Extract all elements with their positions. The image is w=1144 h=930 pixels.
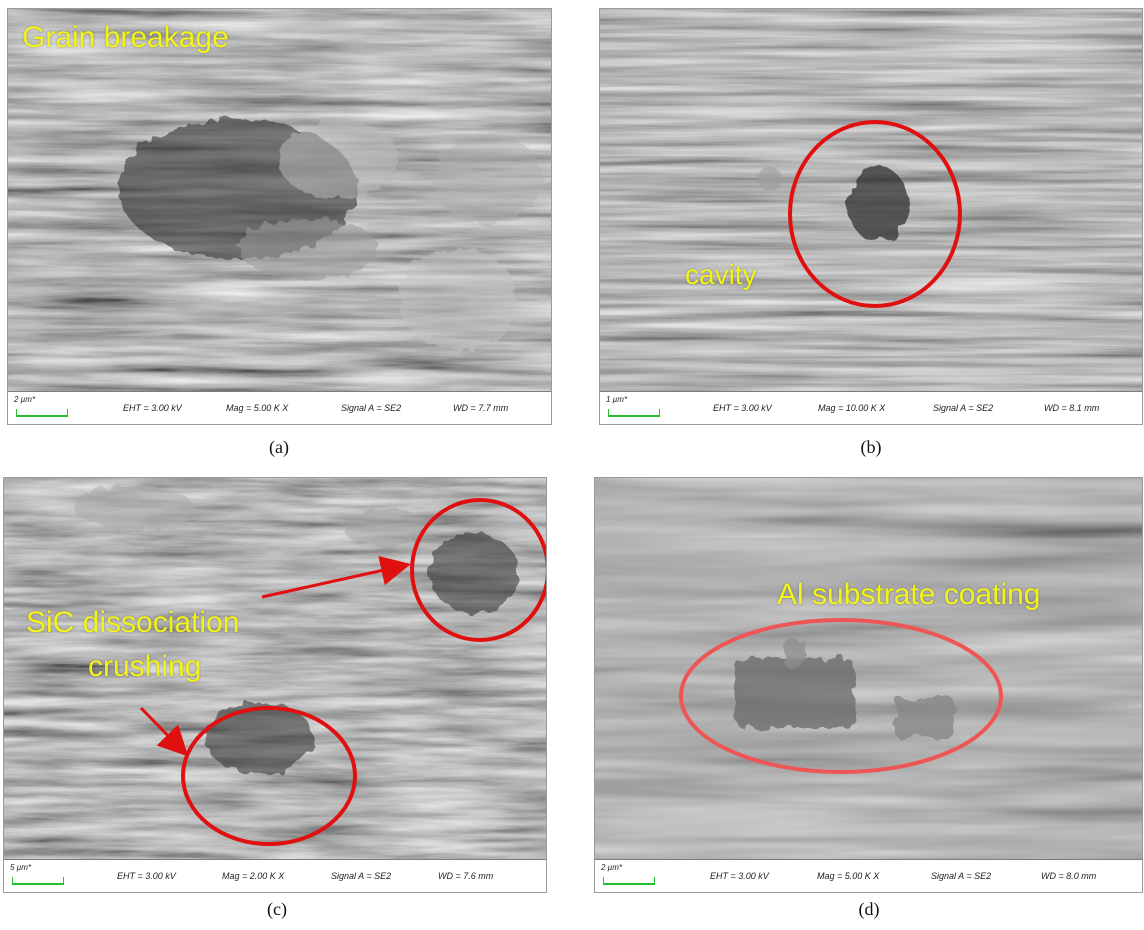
annotation-cavity: cavity: [685, 259, 757, 290]
annotation-grain-breakage: Grain breakage: [22, 21, 229, 54]
scale-label: 5 µm*: [10, 863, 32, 872]
caption-d: (d): [858, 899, 880, 919]
working-distance-value: WD = 7.7 mm: [453, 403, 509, 413]
sem-micrograph-a: Grain breakage 2 µm* EHT = 3.00 kV Mag =…: [7, 8, 552, 425]
scale-bar: [608, 409, 660, 417]
sic-dissociation-ring-upper: [410, 498, 546, 642]
sem-info-bar-c: 5 µm* EHT = 3.00 kV Mag = 2.00 K X Signa…: [4, 859, 546, 892]
eht-value: EHT = 3.00 kV: [123, 403, 182, 413]
signal-value: Signal A = SE2: [931, 871, 992, 881]
annotation-al-substrate-coating: Al substrate coating: [777, 578, 1041, 611]
sem-micrograph-c: SiC dissociation crushing 5 µm* EHT = 3.…: [3, 477, 547, 893]
panel-b: cavity 1 µm* EHT = 3.00 kV Mag = 10.00 K…: [599, 8, 1143, 457]
caption-b: (b): [860, 437, 882, 457]
scale-label: 2 µm*: [601, 863, 623, 872]
caption-c: (c): [267, 899, 287, 919]
signal-value: Signal A = SE2: [933, 403, 994, 413]
panel-d: Al substrate coating 2 µm* EHT = 3.00 kV…: [594, 477, 1143, 919]
sem-micrograph-b: cavity 1 µm* EHT = 3.00 kV Mag = 10.00 K…: [599, 8, 1143, 425]
sic-dissociation-ring-lower: [181, 706, 357, 846]
sem-micrograph-d: Al substrate coating 2 µm* EHT = 3.00 kV…: [594, 477, 1143, 893]
signal-value: Signal A = SE2: [341, 403, 402, 413]
magnification-value: Mag = 5.00 K X: [226, 403, 289, 413]
eht-value: EHT = 3.00 kV: [713, 403, 772, 413]
working-distance-value: WD = 7.6 mm: [438, 871, 494, 881]
scale-label: 1 µm*: [606, 395, 628, 404]
scale-bar: [12, 877, 64, 885]
panel-a: Grain breakage 2 µm* EHT = 3.00 kV Mag =…: [7, 8, 552, 457]
al-coating-deposit: [735, 638, 955, 738]
caption-a: (a): [269, 437, 289, 457]
working-distance-value: WD = 8.1 mm: [1044, 403, 1100, 413]
sem-info-bar-d: 2 µm* EHT = 3.00 kV Mag = 5.00 K X Signa…: [595, 859, 1142, 892]
signal-value: Signal A = SE2: [331, 871, 392, 881]
sem-image-b: [600, 9, 1142, 394]
scale-label: 2 µm*: [14, 395, 36, 404]
magnification-value: Mag = 10.00 K X: [818, 403, 886, 413]
eht-value: EHT = 3.00 kV: [117, 871, 176, 881]
sem-image-c: [4, 478, 546, 862]
scale-bar: [603, 877, 655, 885]
arrow-to-lower-ring: [139, 706, 189, 757]
al-coating-ring: [679, 618, 1003, 774]
cavity-highlight-ring: [788, 120, 962, 308]
sem-info-bar-a: 2 µm* EHT = 3.00 kV Mag = 5.00 K X Signa…: [8, 391, 551, 424]
panel-c: SiC dissociation crushing 5 µm* EHT = 3.…: [3, 477, 547, 919]
magnification-value: Mag = 5.00 K X: [817, 871, 880, 881]
annotation-crushing: crushing: [88, 650, 202, 683]
arrow-to-upper-ring: [261, 555, 411, 599]
scale-bar: [16, 409, 68, 417]
working-distance-value: WD = 8.0 mm: [1041, 871, 1097, 881]
sem-image-d: [595, 478, 1142, 862]
magnification-value: Mag = 2.00 K X: [222, 871, 285, 881]
crushed-particles: [74, 486, 519, 773]
sem-info-bar-b: 1 µm* EHT = 3.00 kV Mag = 10.00 K X Sign…: [600, 391, 1142, 424]
grain-fragments: [118, 119, 543, 349]
eht-value: EHT = 3.00 kV: [710, 871, 769, 881]
sem-image-a: [8, 9, 551, 394]
annotation-sic-dissociation: SiC dissociation: [26, 606, 240, 639]
